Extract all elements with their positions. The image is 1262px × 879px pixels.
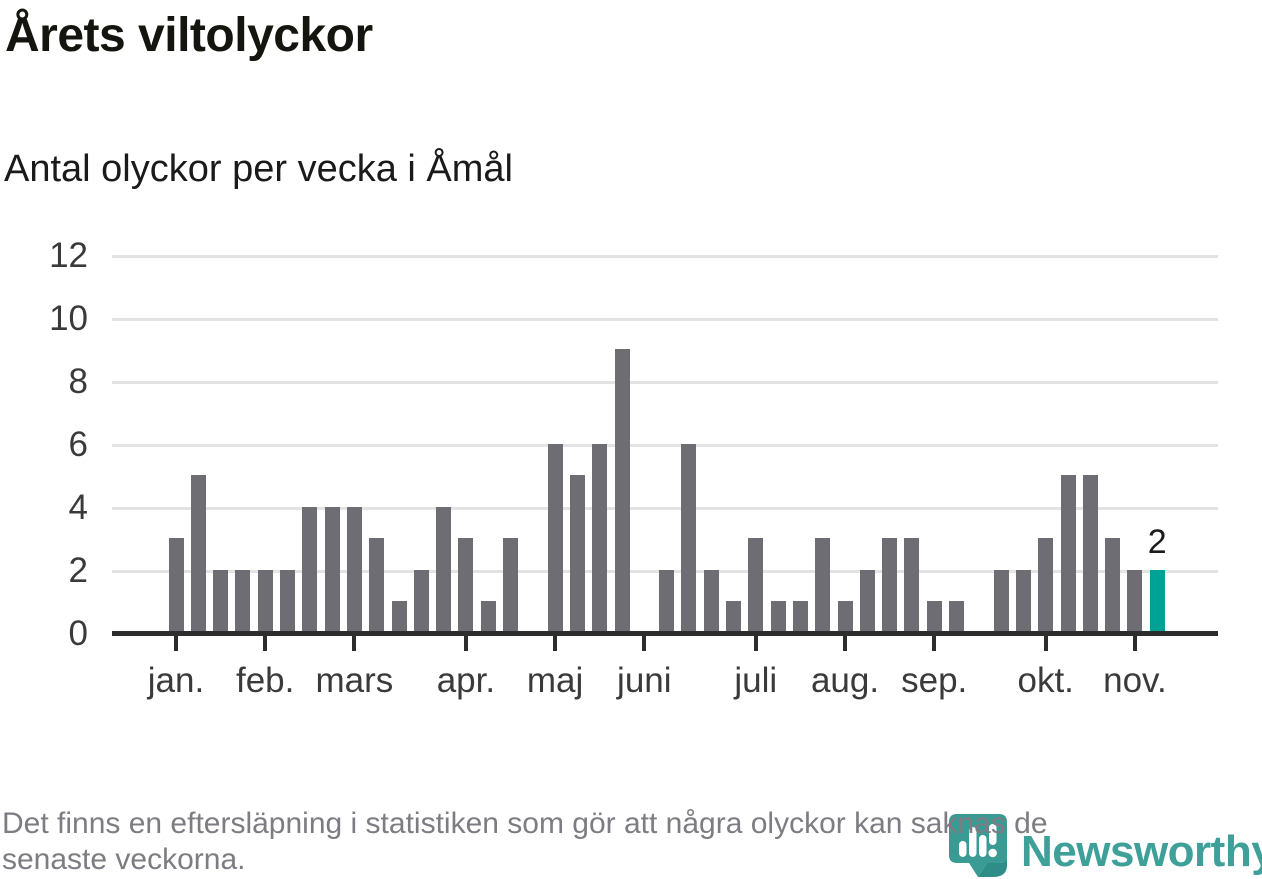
bar <box>392 601 407 633</box>
x-axis-tick <box>1043 636 1048 651</box>
bar <box>458 538 473 633</box>
footnote: Det finns en eftersläpning i statistiken… <box>2 806 1048 878</box>
x-axis-label: apr. <box>436 661 496 700</box>
bar <box>481 601 496 633</box>
newsworthy-speech-bubble-barchart-icon <box>949 814 1007 877</box>
bar <box>615 349 630 633</box>
bar <box>191 475 206 633</box>
gridline <box>112 506 1218 510</box>
bar <box>325 507 340 633</box>
bar <box>503 538 518 633</box>
x-axis-label: mars <box>315 661 394 700</box>
bar <box>815 538 830 633</box>
bar <box>592 444 607 633</box>
bar <box>1105 538 1120 633</box>
bar <box>414 570 429 633</box>
bar <box>369 538 384 633</box>
x-axis-label: jan. <box>147 661 205 700</box>
x-axis-tick <box>642 636 647 651</box>
bar <box>860 570 875 633</box>
bar <box>280 570 295 633</box>
bar <box>681 444 696 633</box>
gridline <box>112 380 1218 384</box>
x-axis-tick <box>174 636 178 651</box>
bar <box>436 507 451 633</box>
bar-value-label: 2 <box>1147 523 1167 561</box>
chart-title: Årets viltolyckor <box>5 9 373 62</box>
newsworthy-logo-text: Newsworthy <box>1021 827 1262 876</box>
x-axis-tick <box>932 636 937 651</box>
bar <box>258 570 273 633</box>
x-axis-tick <box>352 636 357 651</box>
gridline <box>112 317 1218 321</box>
x-axis-label: feb. <box>235 661 295 700</box>
y-axis-label: 2 <box>68 550 88 590</box>
bar <box>302 507 317 633</box>
bar <box>748 538 763 633</box>
x-axis-label: okt. <box>1017 661 1074 700</box>
x-axis-tick <box>263 636 268 651</box>
bar <box>949 601 964 633</box>
footnote-line-1: Det finns en eftersläpning i statistiken… <box>2 807 1048 840</box>
bar <box>1061 475 1076 633</box>
bar <box>548 444 563 633</box>
x-axis-label: aug. <box>810 661 880 700</box>
bar <box>838 601 853 633</box>
bar <box>793 601 808 633</box>
bar <box>570 475 585 633</box>
y-axis-label: 12 <box>49 235 88 275</box>
x-axis-label: juli <box>734 661 778 700</box>
x-axis-label: juni <box>617 661 672 700</box>
gridline <box>112 254 1218 258</box>
x-axis-tick <box>843 636 847 651</box>
y-axis-label: 10 <box>49 298 88 338</box>
bar <box>726 601 741 633</box>
bar-highlighted <box>1150 570 1165 633</box>
bar <box>659 570 674 633</box>
gridline <box>112 443 1218 447</box>
y-axis-label: 0 <box>68 613 88 653</box>
bar <box>169 538 184 633</box>
bar <box>213 570 228 633</box>
bar <box>771 601 786 633</box>
bar <box>882 538 897 633</box>
x-axis-tick <box>1132 636 1137 651</box>
bar <box>704 570 719 633</box>
x-axis-label: maj <box>526 661 584 700</box>
x-axis-label: nov. <box>1103 661 1167 700</box>
bar <box>347 507 362 633</box>
bar <box>1038 538 1053 633</box>
x-axis-label: sep. <box>901 661 968 700</box>
bar <box>904 538 919 633</box>
bar <box>994 570 1009 633</box>
y-axis-label: 8 <box>68 361 88 401</box>
y-axis-label: 4 <box>68 487 88 527</box>
footnote-line-2: senaste veckorna. <box>2 843 246 876</box>
x-axis-tick <box>753 636 758 651</box>
bar <box>927 601 942 633</box>
newsworthy-logo: Newsworthy <box>948 813 1262 879</box>
chart-subtitle: Antal olyckor per vecka i Åmål <box>4 148 513 190</box>
bar <box>1016 570 1031 633</box>
x-axis-line <box>112 631 1218 636</box>
bar <box>235 570 250 633</box>
bar <box>1127 570 1142 633</box>
bar <box>1083 475 1098 633</box>
x-axis-tick <box>463 636 468 651</box>
y-axis-label: 6 <box>68 424 88 464</box>
x-axis-tick <box>553 636 558 651</box>
